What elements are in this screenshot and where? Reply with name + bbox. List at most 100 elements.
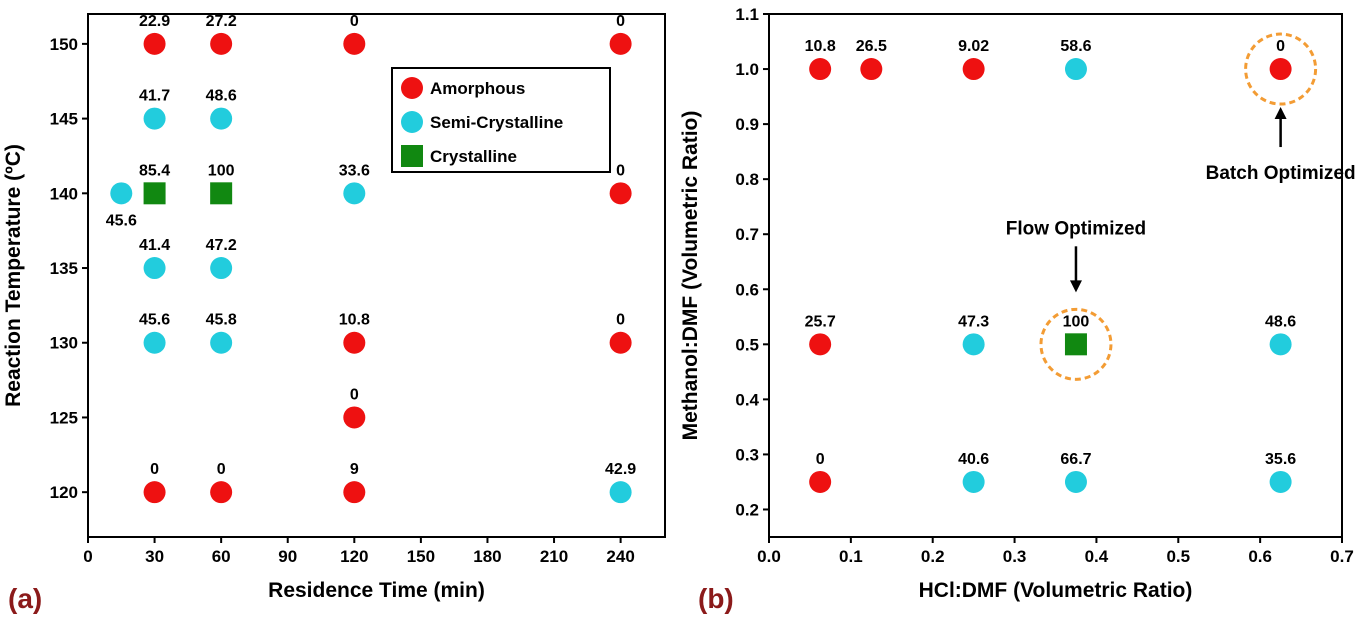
data-point-group: 0 — [210, 461, 233, 504]
data-point-semi_crystalline — [110, 182, 133, 205]
data-point-amorphous — [809, 58, 832, 81]
data-label: 0 — [217, 461, 226, 478]
data-point-semi_crystalline — [143, 107, 166, 130]
data-label: 100 — [208, 162, 235, 179]
y-tick-label: 150 — [50, 35, 78, 54]
data-label: 100 — [1063, 313, 1090, 330]
y-axis-label: Methanol:DMF (Volumetric Ratio) — [679, 111, 702, 441]
y-tick-label: 0.9 — [735, 115, 759, 134]
data-point-amorphous — [809, 470, 832, 493]
x-tick-label: 150 — [407, 547, 435, 566]
data-point-semi_crystalline — [1269, 470, 1292, 493]
data-point-amorphous — [210, 481, 233, 504]
data-point-group: 40.6 — [958, 451, 989, 493]
data-point-semi_crystalline — [962, 470, 985, 493]
data-point-group: 9.02 — [958, 38, 989, 81]
data-label: 48.6 — [206, 88, 237, 105]
panel-a-chart: 0 30 60 90 120 150 180 210 240120125130135140145… — [2, 13, 666, 614]
plot-frame — [87, 13, 666, 538]
y-axis-label: Reaction Temperature (ºC) — [2, 144, 25, 407]
data-point-semi_crystalline — [210, 331, 233, 354]
y-tick-label: 145 — [50, 110, 78, 129]
legend-label: Semi-Crystalline — [430, 113, 563, 132]
annotation: Flow Optimized — [1006, 218, 1146, 293]
highlight-ring — [1039, 307, 1113, 381]
data-point-amorphous — [343, 406, 366, 429]
x-tick-label: 240 — [606, 547, 634, 566]
legend-marker-crystalline — [401, 145, 423, 167]
data-point-group: 45.6 — [106, 182, 137, 229]
data-label: 0 — [616, 312, 625, 329]
legend-frame — [391, 67, 611, 173]
data-label: 0 — [616, 162, 625, 179]
data-point-group: 48.6 — [206, 88, 237, 130]
data-point-amorphous — [609, 331, 632, 354]
data-point-group: 66.7 — [1060, 451, 1092, 493]
data-point-group: 0 — [343, 13, 366, 55]
data-label: 66.7 — [1060, 451, 1091, 468]
data-point-amorphous — [343, 331, 366, 354]
data-point-amorphous — [809, 333, 832, 356]
data-point-group: 48.6 — [1265, 313, 1296, 356]
data-point-group: 100 — [1039, 307, 1113, 381]
data-label: 48.6 — [1265, 313, 1296, 330]
data-point-amorphous — [210, 32, 233, 55]
data-label: 0 — [616, 13, 625, 30]
data-point-semi_crystalline — [343, 182, 366, 205]
y-tick-label: 0.2 — [735, 500, 759, 519]
panel-tag: (a) — [8, 583, 42, 614]
x-tick-label: 0.3 — [1003, 547, 1027, 566]
data-label: 0 — [150, 461, 159, 478]
y-tick-label: 0.6 — [735, 280, 759, 299]
data-point-group: 100 — [208, 162, 235, 205]
data-point-group: 25.7 — [805, 313, 836, 356]
y-tick-label: 0.8 — [735, 170, 759, 189]
data-label: 0 — [816, 451, 825, 468]
x-tick-label: 0.1 — [839, 547, 863, 566]
data-label: 22.9 — [139, 13, 170, 30]
data-label: 47.2 — [206, 237, 237, 254]
legend-label: Crystalline — [430, 147, 517, 166]
x-tick-label: 210 — [540, 547, 568, 566]
data-point-group: 58.6 — [1060, 38, 1092, 81]
data-point-group: 27.2 — [206, 13, 237, 55]
x-tick-label: 0 — [83, 547, 92, 566]
y-tick-label: 125 — [50, 408, 78, 427]
data-label: 47.3 — [958, 313, 989, 330]
highlight-ring — [1244, 32, 1318, 106]
y-tick-label: 0.5 — [735, 335, 759, 354]
data-point-group: 41.4 — [139, 237, 170, 280]
data-point-group: 10.8 — [339, 312, 370, 354]
x-tick-label: 0.7 — [1330, 547, 1354, 566]
data-point-group: 33.6 — [339, 162, 370, 205]
data-point-group: 47.3 — [958, 313, 989, 356]
data-point-amorphous — [609, 182, 632, 205]
data-point-amorphous — [860, 58, 883, 81]
data-label: 35.6 — [1265, 451, 1296, 468]
data-point-crystalline — [143, 182, 166, 205]
data-label: 45.6 — [106, 212, 137, 229]
data-label: 45.6 — [139, 312, 170, 329]
data-point-crystalline — [210, 182, 233, 205]
data-point-semi_crystalline — [143, 331, 166, 354]
y-tick-label: 1.0 — [735, 60, 759, 79]
data-point-group: 10.8 — [805, 38, 836, 81]
data-point-group: 45.8 — [206, 312, 237, 354]
legend: Amorphous Semi-Crystalline Crystalline — [391, 67, 611, 173]
data-point-amorphous — [343, 32, 366, 55]
y-tick-label: 130 — [50, 334, 78, 353]
data-point-group: 0 — [609, 162, 632, 205]
data-point-group: 0 — [609, 312, 632, 354]
x-axis-label: HCl:DMF (Volumetric Ratio) — [919, 579, 1193, 602]
data-point-group: 0 — [609, 13, 632, 55]
data-label: 0 — [350, 386, 359, 403]
data-point-amorphous — [962, 58, 985, 81]
data-point-amorphous — [1269, 58, 1292, 81]
annotation-arrow-head — [1274, 107, 1287, 120]
data-point-semi_crystalline — [1269, 333, 1292, 356]
data-point-amorphous — [143, 32, 166, 55]
plot-frame — [768, 13, 1343, 538]
x-tick-label: 180 — [473, 547, 501, 566]
data-point-semi_crystalline — [1064, 470, 1087, 493]
data-label: 9 — [350, 461, 359, 478]
